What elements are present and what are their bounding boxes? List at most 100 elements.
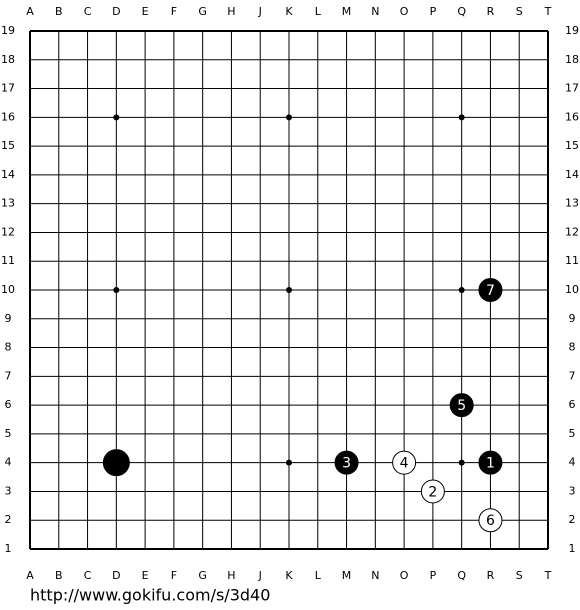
column-label: N — [371, 5, 379, 18]
row-label: 10 — [1, 283, 15, 296]
row-label: 3 — [5, 484, 12, 497]
column-label: C — [84, 5, 92, 18]
column-label: S — [516, 5, 523, 18]
row-label: 12 — [1, 225, 15, 238]
column-label: F — [171, 569, 177, 582]
row-label: 4 — [5, 456, 12, 469]
row-label: 2 — [5, 513, 12, 526]
star-point — [113, 287, 120, 293]
row-label: 17 — [565, 82, 579, 95]
row-label: 9 — [569, 312, 576, 325]
star-point — [286, 114, 292, 121]
stone — [478, 278, 503, 302]
move-number: 7 — [486, 283, 495, 299]
star-point — [286, 459, 292, 466]
row-label: 7 — [569, 369, 576, 382]
column-label: Q — [457, 569, 466, 582]
column-label: G — [198, 569, 207, 582]
stone — [449, 393, 474, 418]
column-label: H — [227, 5, 235, 18]
stone — [102, 449, 130, 477]
row-label: 17 — [1, 82, 15, 95]
footer-url: http://www.gokifu.com/s/3d40 — [30, 586, 270, 605]
column-label: R — [487, 5, 495, 18]
column-label: L — [315, 569, 322, 582]
column-label: J — [258, 569, 262, 582]
column-label: T — [544, 569, 552, 582]
row-label: 2 — [569, 513, 576, 526]
row-label: 18 — [565, 53, 579, 66]
move-number: 6 — [486, 513, 495, 529]
column-label: K — [285, 569, 293, 582]
row-label: 11 — [1, 254, 15, 267]
row-label: 13 — [1, 197, 15, 210]
star-point — [458, 114, 465, 121]
row-label: 3 — [569, 484, 576, 497]
stone — [334, 450, 359, 475]
move-number: 1 — [486, 456, 495, 472]
column-label: P — [430, 569, 437, 582]
column-label: Q — [457, 5, 466, 18]
star-point — [286, 287, 292, 293]
stone — [478, 508, 503, 533]
row-label: 7 — [5, 369, 12, 382]
column-label: B — [55, 5, 63, 18]
column-label: E — [142, 5, 149, 18]
row-label: 1 — [5, 542, 12, 555]
column-label: G — [198, 5, 207, 18]
column-label: K — [285, 5, 293, 18]
column-label: M — [342, 569, 352, 582]
column-label: R — [487, 569, 495, 582]
column-label: F — [171, 5, 177, 18]
row-label: 16 — [565, 110, 579, 123]
row-label: 15 — [1, 139, 15, 152]
row-label: 8 — [5, 341, 12, 354]
column-label: B — [55, 569, 63, 582]
row-label: 15 — [565, 139, 579, 152]
stone — [420, 479, 445, 504]
row-label: 19 — [1, 24, 15, 37]
row-label: 1 — [569, 542, 576, 555]
column-label: D — [112, 569, 120, 582]
row-label: 18 — [1, 53, 15, 66]
star-point — [458, 459, 465, 466]
move-number: 4 — [400, 456, 409, 472]
column-label: O — [400, 569, 409, 582]
column-label: J — [258, 5, 262, 18]
row-label: 11 — [565, 254, 579, 267]
row-label: 6 — [569, 398, 576, 411]
column-label: M — [342, 5, 352, 18]
column-label: C — [84, 569, 92, 582]
column-label: E — [142, 569, 149, 582]
row-label: 5 — [569, 427, 576, 440]
column-label: P — [430, 5, 437, 18]
row-label: 13 — [565, 197, 579, 210]
column-label: H — [227, 569, 235, 582]
column-label: N — [371, 569, 379, 582]
column-label: O — [400, 5, 409, 18]
column-label: A — [26, 569, 34, 582]
column-label: T — [544, 5, 552, 18]
column-label: L — [315, 5, 322, 18]
row-label: 16 — [1, 110, 15, 123]
column-label: S — [516, 569, 523, 582]
star-point — [458, 287, 465, 293]
row-label: 12 — [565, 225, 579, 238]
move-number: 2 — [428, 484, 437, 500]
row-label: 5 — [5, 427, 12, 440]
column-label: A — [26, 5, 34, 18]
move-number: 5 — [457, 398, 466, 414]
row-label: 4 — [569, 456, 576, 469]
stone — [478, 450, 503, 475]
move-number: 3 — [342, 456, 351, 472]
row-label: 10 — [565, 283, 579, 296]
row-label: 8 — [569, 341, 576, 354]
column-label: D — [112, 5, 120, 18]
stone — [392, 450, 417, 475]
row-label: 19 — [565, 24, 579, 37]
row-label: 9 — [5, 312, 12, 325]
row-label: 14 — [1, 168, 15, 181]
row-label: 6 — [5, 398, 12, 411]
